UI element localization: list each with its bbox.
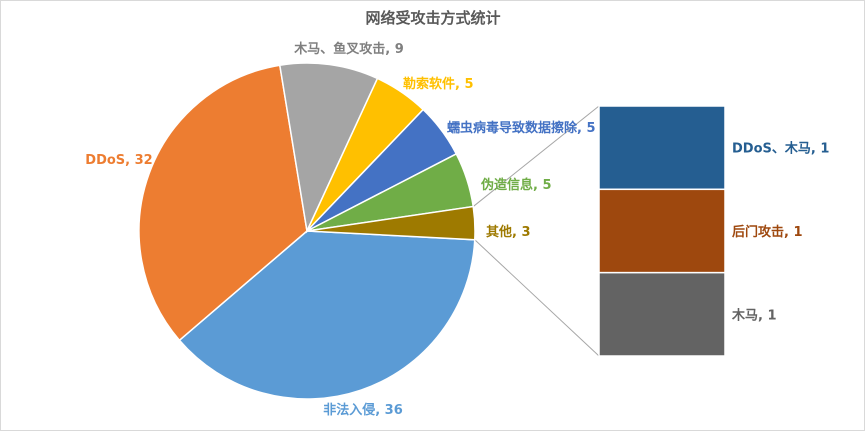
bar-label-木马: 木马, 1 bbox=[731, 307, 777, 323]
bar-label-DDoS-木马: DDoS、木马, 1 bbox=[732, 141, 829, 157]
pie-slice-非法入侵 bbox=[178, 230, 476, 400]
pie-slice-DDoS bbox=[138, 64, 308, 342]
bar-label-后门攻击: 后门攻击, 1 bbox=[732, 224, 803, 240]
connector-lines bbox=[472, 105, 600, 357]
bar-segment-木马 bbox=[598, 271, 726, 357]
data-label-其他: 其他, 3 bbox=[486, 224, 531, 240]
connector-line-bottom bbox=[474, 239, 600, 357]
data-label-非法入侵: 非法入侵, 36 bbox=[323, 402, 403, 418]
bar-segment-后门攻击 bbox=[598, 188, 726, 274]
pie-slice-其他 bbox=[306, 205, 476, 241]
data-label-木马-鱼叉攻击: 木马、鱼叉攻击, 9 bbox=[293, 41, 404, 57]
data-label-勒索软件: 勒索软件, 5 bbox=[403, 76, 474, 92]
pie-slice-木马-鱼叉攻击 bbox=[278, 62, 379, 234]
secondary-bar bbox=[598, 105, 726, 357]
pie bbox=[138, 62, 476, 400]
chart-title: 网络受攻击方式统计 bbox=[365, 9, 500, 27]
data-labels: 非法入侵, 36 DDoS, 32 木马、鱼叉攻击, 9 勒索软件, 5 蠕虫病毒导致数… bbox=[85, 41, 829, 418]
data-label-伪造信息: 伪造信息, 5 bbox=[480, 177, 552, 193]
data-label-DDoS: DDoS, 32 bbox=[85, 153, 152, 168]
bar-segment-DDoS-木马 bbox=[598, 105, 726, 191]
data-label-蠕虫病毒导致数据擦除: 蠕虫病毒导致数据擦除, 5 bbox=[447, 120, 596, 136]
connector-line-top bbox=[472, 105, 600, 207]
